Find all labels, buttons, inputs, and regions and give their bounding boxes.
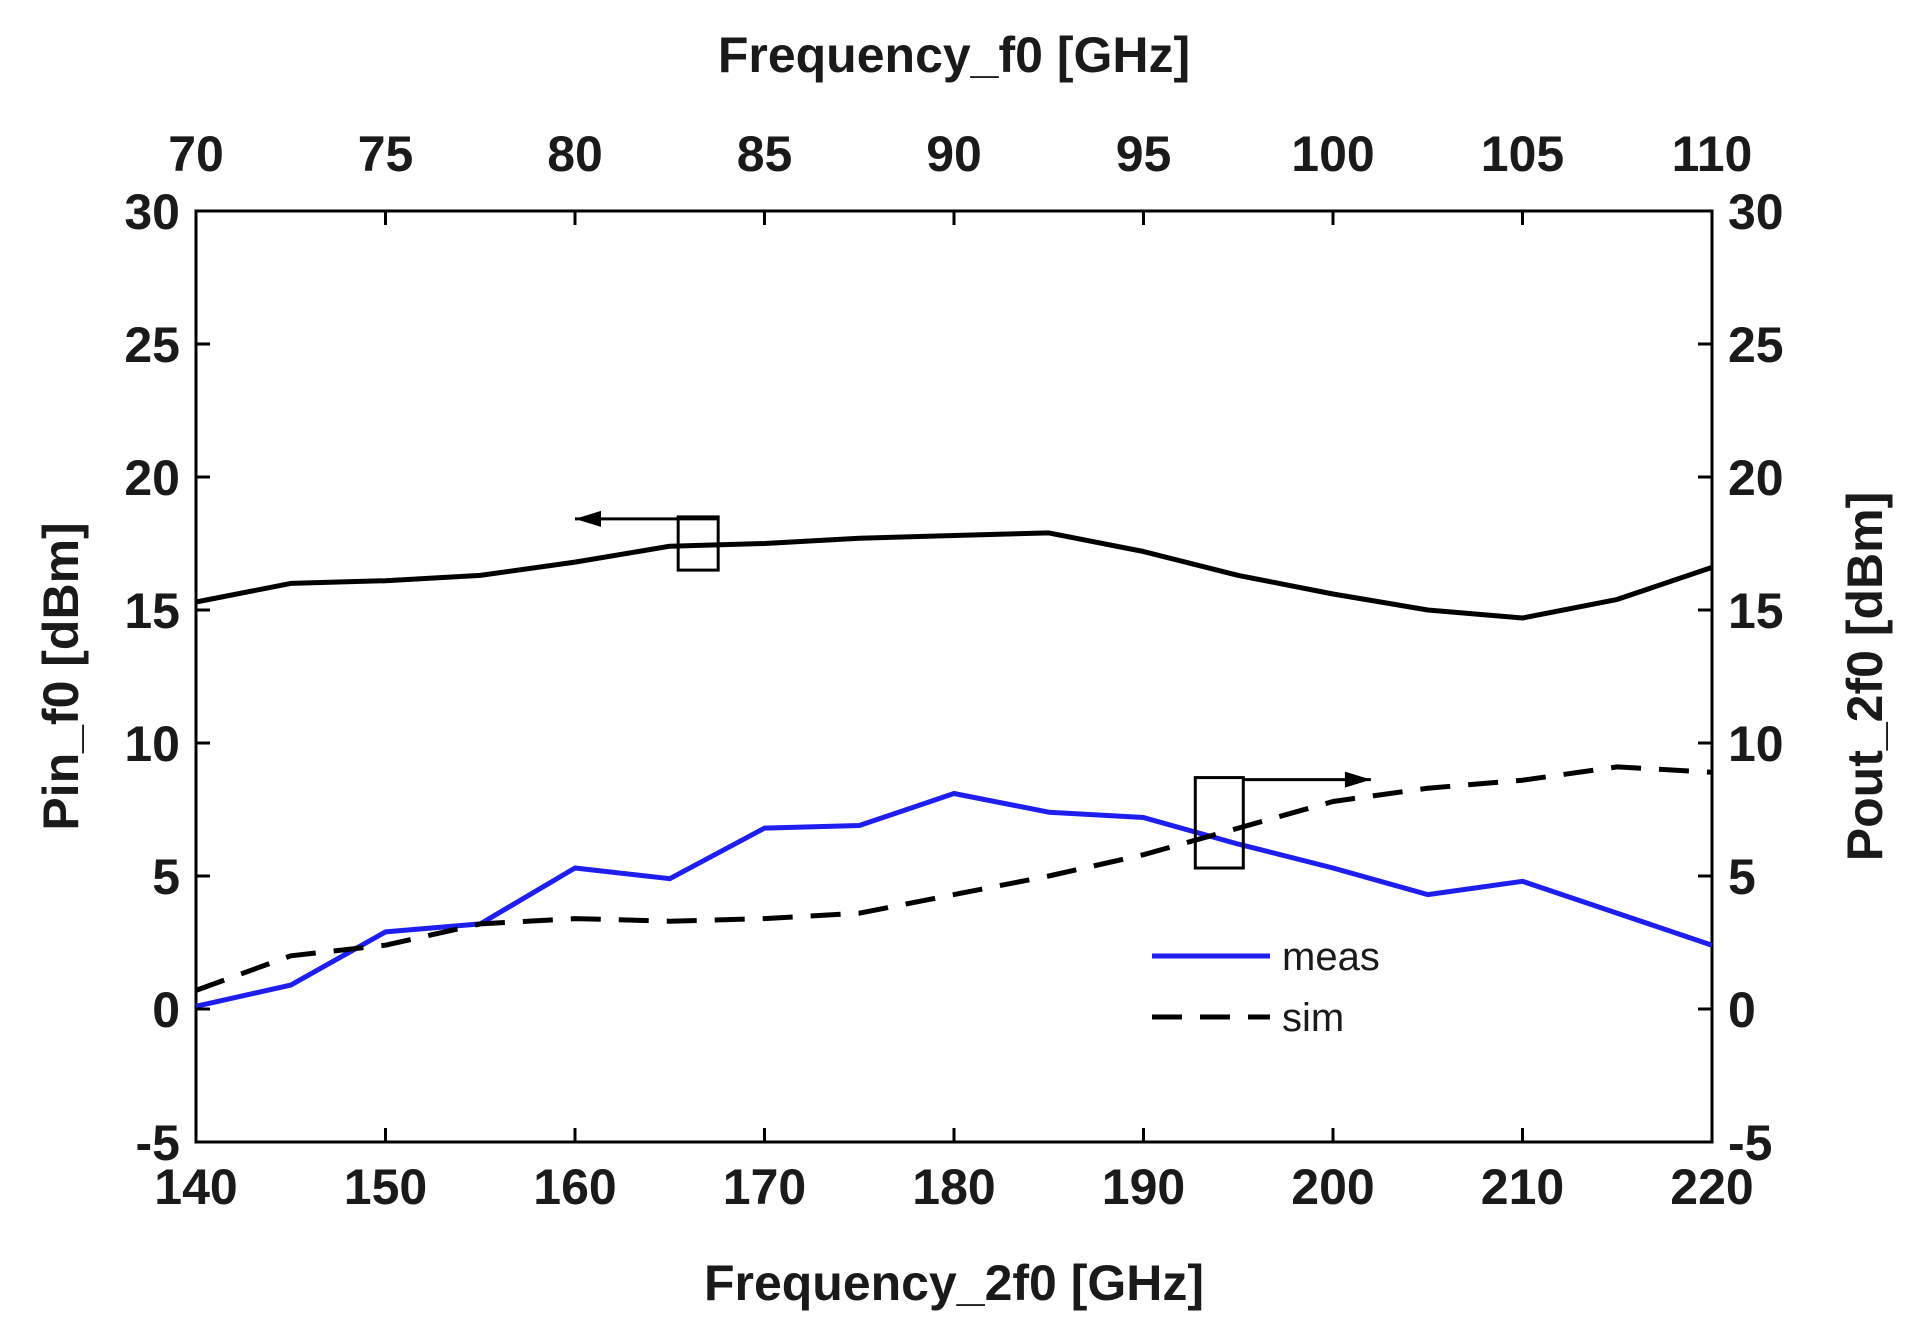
x-bottom-tick-label: 220 <box>1670 1159 1753 1215</box>
x-bottom-tick-label: 150 <box>344 1159 427 1215</box>
x-bottom-tick-label: 140 <box>154 1159 237 1215</box>
annotation-arrow-head-right <box>1344 771 1371 788</box>
annotation-box-right <box>1193 776 1245 870</box>
plot-frame <box>194 209 1714 1144</box>
plot-area <box>194 209 1714 1144</box>
y-left-tick-label: 10 <box>124 716 180 772</box>
x-top-tick-label: 110 <box>1672 126 1753 182</box>
x-top-tick-label: 75 <box>358 126 414 182</box>
legend-meas-label: meas <box>1282 935 1380 979</box>
y-right-tick-label: 0 <box>1728 982 1756 1038</box>
x-bottom-tick-label: 180 <box>912 1159 995 1215</box>
y-right-tick-label: -5 <box>1728 1115 1772 1171</box>
x-top-tick-label: 90 <box>926 126 982 182</box>
y-right-tick-label: 15 <box>1728 583 1784 639</box>
y-left-tick-label: 20 <box>124 450 180 506</box>
series-meas-line <box>195 791 1713 1009</box>
y-right-tick-label: 5 <box>1728 849 1756 905</box>
y-right-tick-label: 10 <box>1728 716 1784 772</box>
annotation-box-left <box>676 515 720 572</box>
y-left-axis-title: Pin_f0 [dBm] <box>33 522 89 830</box>
annotation-arrow-head-left <box>575 510 601 527</box>
x-top-tick-label: 95 <box>1116 126 1172 182</box>
series-pin-line <box>195 530 1713 621</box>
y-right-tick-label: 30 <box>1728 184 1784 240</box>
y-left-tick-label: -5 <box>136 1115 180 1171</box>
legend: meas sim <box>1152 935 1380 1040</box>
x-bottom-axis-title: Frequency_2f0 [GHz] <box>704 1255 1204 1311</box>
x-bottom-tick-label: 200 <box>1291 1159 1374 1215</box>
x-top-tick-label: 100 <box>1291 126 1374 182</box>
y-right-tick-label: 20 <box>1728 450 1784 506</box>
x-bottom-tick-label: 160 <box>533 1159 616 1215</box>
y-right-tick-label: 25 <box>1728 317 1784 373</box>
y-left-tick-label: 15 <box>124 583 180 639</box>
x-bottom-tick-label: 170 <box>723 1159 806 1215</box>
series-sim-line <box>195 764 1713 993</box>
x-top-tick-label: 70 <box>168 126 224 182</box>
series-layer <box>195 530 1713 1009</box>
y-left-tick-label: 25 <box>124 317 180 373</box>
y-left-tick-label: 30 <box>124 184 180 240</box>
x-top-tick-label: 105 <box>1481 126 1564 182</box>
x-top-tick-label: 85 <box>737 126 793 182</box>
x-top-axis-title: Frequency_f0 [GHz] <box>718 27 1190 83</box>
x-bottom-tick-label: 190 <box>1102 1159 1185 1215</box>
legend-sim-label: sim <box>1282 996 1344 1040</box>
y-left-tick-label: 0 <box>152 982 180 1038</box>
y-right-axis-title: Pout_2f0 [dBm] <box>1837 492 1893 861</box>
x-bottom-tick-label: 210 <box>1481 1159 1564 1215</box>
annotation-layer <box>575 510 1371 870</box>
y-left-tick-label: 5 <box>152 849 180 905</box>
x-top-tick-label: 80 <box>547 126 603 182</box>
